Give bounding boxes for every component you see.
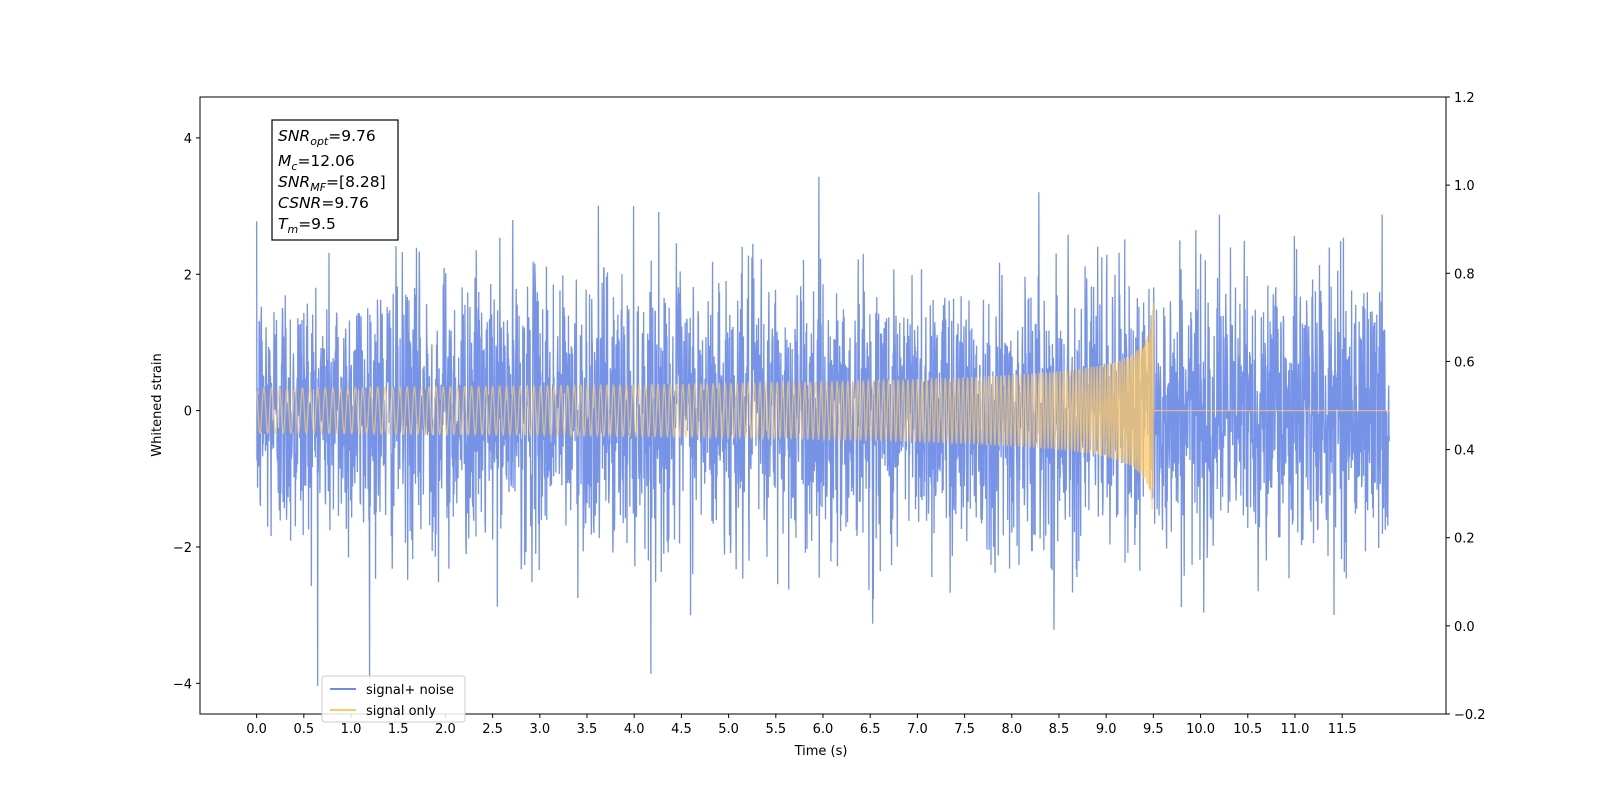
stat-line: CSNR=9.76 — [278, 194, 369, 212]
y-tick-label: −4 — [173, 677, 192, 692]
stat-line: SNRMF=[8.28] — [278, 173, 386, 194]
series-line-signal-only — [255, 302, 1390, 510]
stats-box: SNRopt=9.76 Mc=12.06SNRMF=[8.28]CSNR=9.76… — [271, 119, 399, 241]
y-right-tick-label: 0.0 — [1454, 620, 1475, 635]
x-tick-label: 9.5 — [1143, 722, 1164, 737]
x-tick-label: 9.0 — [1096, 722, 1117, 737]
y-right-tick-label: 0.6 — [1454, 355, 1475, 370]
y-right-tick-label: −0.2 — [1454, 708, 1486, 723]
y-tick-label: 0 — [184, 405, 192, 420]
x-tick-label: 11.0 — [1280, 722, 1309, 737]
x-tick-label: 4.5 — [671, 722, 692, 737]
x-axis: 0.0 0.5 1.0 1.5 2.0 2.5 3.0 3.5 4.0 4.5 5.0 5.5 6.0 6… — [246, 714, 1357, 737]
x-tick-label: 5.0 — [718, 722, 739, 737]
x-tick-label: 4.0 — [624, 722, 645, 737]
x-tick-label: 6.5 — [860, 722, 881, 737]
y-right-tick-label: 0.8 — [1454, 267, 1475, 282]
x-tick-label: 7.0 — [907, 722, 928, 737]
x-tick-label: 11.5 — [1328, 722, 1357, 737]
x-tick-label: 10.0 — [1186, 722, 1215, 737]
x-tick-label: 2.5 — [482, 722, 503, 737]
x-tick-label: 6.0 — [813, 722, 834, 737]
x-tick-label: 0.5 — [293, 722, 314, 737]
x-tick-label: 7.5 — [954, 722, 975, 737]
stat-line: Mc=12.06 — [278, 152, 355, 173]
legend-label-signal-noise: signal+ noise — [366, 683, 454, 698]
x-tick-label: 8.0 — [1001, 722, 1022, 737]
y-axis-right: −0.2 0.0 0.2 0.4 0.6 0.8 1.0 1.2 — [1446, 91, 1486, 723]
x-tick-label: 5.5 — [765, 722, 786, 737]
stat-line: Tm=9.5 — [278, 215, 336, 236]
x-tick-label: 3.0 — [529, 722, 550, 737]
x-tick-label: 1.5 — [388, 722, 409, 737]
y-right-tick-label: 0.2 — [1454, 532, 1475, 547]
x-axis-title: Time (s) — [794, 744, 848, 759]
y-right-tick-label: 1.0 — [1454, 179, 1475, 194]
legend: signal+ noise signal only — [321, 675, 466, 723]
series-layer — [255, 176, 1391, 687]
y-tick-label: −2 — [173, 541, 192, 556]
x-tick-label: 10.5 — [1233, 722, 1262, 737]
x-tick-label: 3.5 — [577, 722, 598, 737]
y-right-tick-label: 1.2 — [1454, 91, 1475, 106]
x-tick-label: 1.0 — [341, 722, 362, 737]
x-tick-label: 0.0 — [246, 722, 267, 737]
y-axis-title: Whitened strain — [150, 353, 165, 456]
y-tick-label: 4 — [184, 132, 192, 147]
series-line-signal-noise — [255, 176, 1391, 687]
x-tick-label: 8.5 — [1049, 722, 1070, 737]
y-tick-label: 2 — [184, 268, 192, 283]
y-right-tick-label: 0.4 — [1454, 444, 1475, 459]
y-axis-left: −4 −2 0 2 4 — [173, 132, 200, 692]
legend-label-signal-only: signal only — [366, 704, 436, 719]
x-tick-label: 2.0 — [435, 722, 456, 737]
stat-line: SNRopt=9.76 — [278, 127, 376, 148]
